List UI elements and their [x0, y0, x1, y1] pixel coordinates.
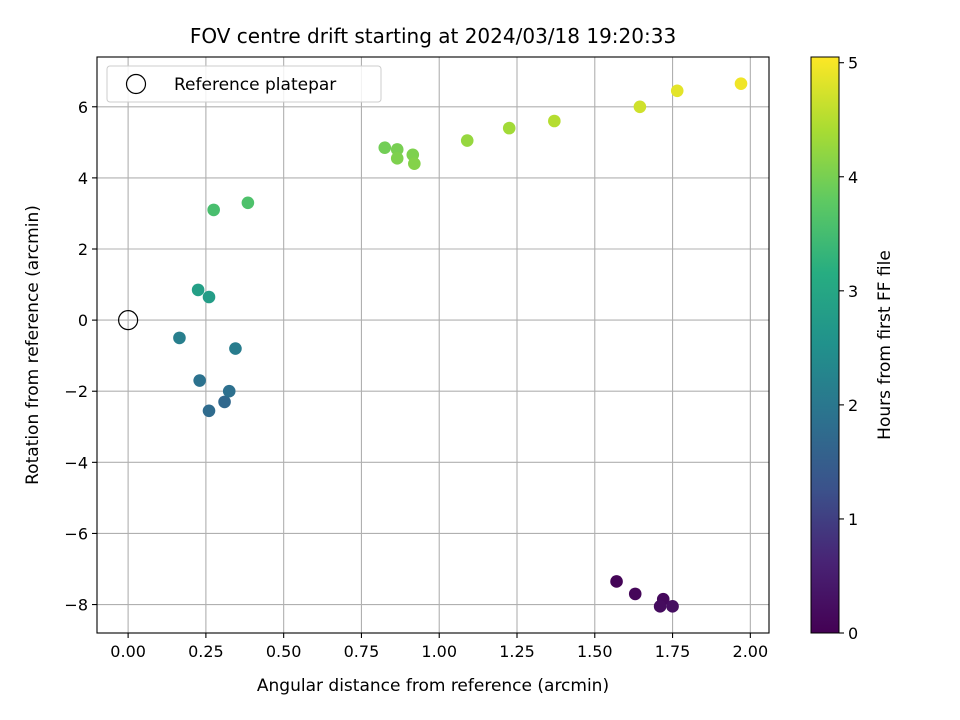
- y-tick-label: −6: [64, 524, 88, 543]
- x-axis-ticks: 0.00 0.25 0.50 0.75 1.00 1.25 1.50 1.75 2.00: [110, 633, 768, 661]
- data-point: [670, 84, 684, 98]
- data-point: [218, 395, 231, 409]
- data-point: [193, 374, 206, 387]
- plot-frame: [96, 56, 770, 634]
- x-axis-label: Angular distance from reference (arcmin): [257, 676, 609, 696]
- y-tick-label: −4: [64, 453, 88, 472]
- colorbar-ticks: 0 1 2 3 4 5: [839, 54, 858, 643]
- colorbar-tick-label: 3: [848, 282, 858, 301]
- data-point: [502, 121, 516, 135]
- y-tick-label: −2: [64, 382, 88, 401]
- legend-reference-marker: [125, 73, 147, 95]
- data-point: [666, 600, 679, 613]
- legend-box: [106, 65, 382, 103]
- y-tick-label: 4: [78, 169, 88, 188]
- data-point: [241, 196, 255, 210]
- data-points: [118, 77, 748, 613]
- data-point: [173, 331, 186, 345]
- data-point: [229, 342, 242, 355]
- y-tick-label: 6: [78, 98, 88, 117]
- colorbar-tick-label: 4: [848, 168, 858, 187]
- y-tick-label: 0: [78, 311, 88, 330]
- x-tick-label: 0.50: [266, 642, 302, 661]
- data-point: [222, 384, 236, 398]
- data-point: [548, 114, 561, 128]
- data-point: [633, 100, 647, 114]
- data-point: [628, 587, 642, 601]
- data-point: [390, 152, 404, 165]
- data-point: [202, 404, 216, 418]
- data-point: [734, 77, 748, 90]
- colorbar-gradient: [810, 56, 840, 634]
- x-tick-label: 0.75: [344, 642, 380, 661]
- x-tick-label: 1.00: [421, 642, 457, 661]
- colorbar-tick-label: 0: [848, 624, 858, 643]
- data-point: [202, 290, 216, 304]
- x-tick-label: 1.75: [655, 642, 691, 661]
- reference-platepar-marker: [118, 310, 139, 331]
- data-point: [378, 141, 392, 154]
- y-tick-label: 2: [78, 240, 88, 259]
- colorbar-label: Hours from first FF file: [875, 250, 895, 440]
- x-tick-label: 0.00: [110, 642, 146, 661]
- y-axis-ticks: −8 −6 −4 −2 0 2 4 6: [64, 98, 97, 615]
- chart-title: FOV centre drift starting at 2024/03/18 …: [190, 24, 676, 48]
- colorbar: 0 1 2 3 4 5 Hours from first FF file: [810, 54, 895, 643]
- data-point: [460, 134, 474, 147]
- x-tick-label: 1.25: [499, 642, 535, 661]
- colorbar-tick-label: 2: [848, 396, 858, 415]
- legend: Reference platepar: [106, 65, 382, 103]
- data-point: [653, 600, 667, 613]
- legend-label: Reference platepar: [174, 75, 336, 95]
- data-point: [207, 203, 220, 217]
- x-tick-label: 2.00: [733, 642, 769, 661]
- colorbar-tick-label: 1: [848, 510, 858, 529]
- data-point: [390, 143, 404, 156]
- grid-lines: [97, 57, 769, 633]
- x-tick-label: 1.50: [577, 642, 613, 661]
- x-tick-label: 0.25: [188, 642, 224, 661]
- y-tick-label: −8: [64, 596, 88, 615]
- data-point: [191, 283, 205, 297]
- colorbar-tick-label: 5: [848, 54, 858, 73]
- y-axis-label: Rotation from reference (arcmin): [23, 205, 43, 485]
- data-point: [610, 575, 623, 588]
- data-point: [408, 157, 421, 170]
